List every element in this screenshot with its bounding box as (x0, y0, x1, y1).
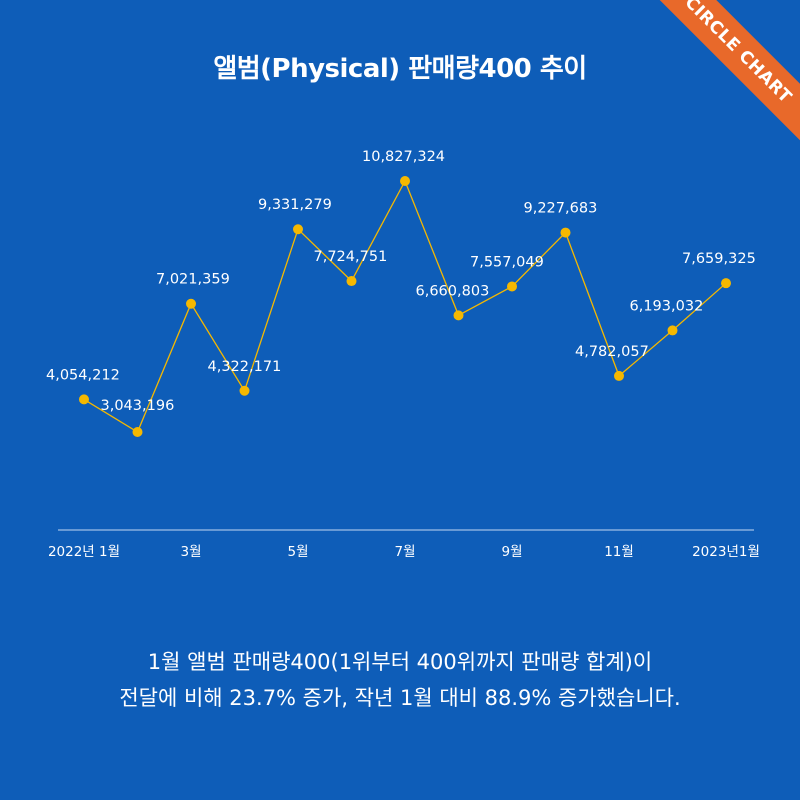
x-tick-label: 3월 (180, 544, 201, 560)
data-point (346, 276, 357, 287)
x-tick-label: 11월 (604, 544, 634, 560)
data-label: 9,331,279 (258, 197, 332, 213)
chart-title: 앨범(Physical) 판매량400 추이 (213, 54, 587, 84)
data-point (79, 394, 89, 405)
data-point (453, 310, 464, 321)
data-label: 10,827,324 (362, 149, 445, 165)
data-label: 7,659,325 (682, 251, 756, 267)
data-label: 4,054,212 (46, 367, 120, 383)
x-tick-label: 5월 (287, 544, 308, 560)
x-tick-label: 2022년 1월 (48, 544, 120, 560)
data-label: 3,043,196 (101, 398, 175, 414)
data-point (400, 176, 410, 186)
data-label: 7,021,359 (156, 272, 230, 288)
data-label: 9,227,683 (524, 201, 598, 217)
x-tick-label: 2023년1월 (692, 544, 760, 560)
data-point (721, 278, 731, 289)
data-point (507, 281, 517, 292)
data-point (560, 227, 571, 238)
data-label: 6,193,032 (630, 298, 704, 314)
data-label: 4,322,171 (208, 359, 282, 375)
x-tick-label: 9월 (501, 544, 522, 560)
summary-line-1: 1월 앨범 판매량400(1위부터 400위까지 판매량 합계)이 (147, 650, 653, 674)
summary-text: 1월 앨범 판매량400(1위부터 400위까지 판매량 합계)이 전달에 비해… (0, 644, 800, 716)
data-point (293, 224, 303, 235)
data-label: 4,782,057 (575, 344, 649, 360)
data-label: 7,724,751 (314, 249, 388, 265)
data-label: 6,660,803 (416, 283, 490, 299)
data-point (239, 385, 250, 396)
data-point (186, 298, 196, 309)
data-label: 7,557,049 (470, 254, 544, 270)
summary-line-2: 전달에 비해 23.7% 증가, 작년 1월 대비 88.9% 증가했습니다. (119, 686, 681, 710)
data-point (667, 325, 678, 336)
x-tick-label: 7월 (394, 544, 415, 560)
data-point (614, 370, 624, 381)
data-point (132, 427, 143, 437)
